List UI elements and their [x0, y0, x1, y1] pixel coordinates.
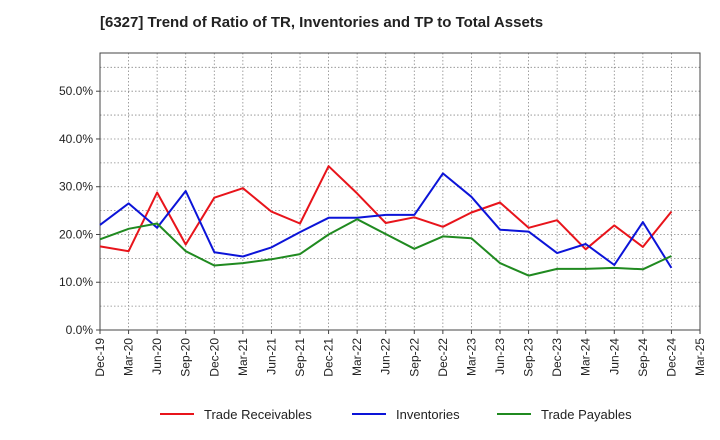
plot-area [99, 52, 701, 331]
x-tick-label: Jun-23 [493, 338, 507, 375]
x-tick-label: Dec-20 [207, 338, 221, 377]
x-tick-label: Dec-22 [436, 338, 450, 377]
series-line-inventories [99, 172, 673, 269]
x-tick-label: Jun-24 [607, 338, 621, 375]
x-tick-label: Jun-22 [379, 338, 393, 375]
x-tick-label: Jun-20 [150, 338, 164, 375]
x-tick-label: Sep-23 [522, 338, 536, 377]
x-tick-label: Sep-24 [636, 338, 650, 377]
y-tick-label: 30.0% [59, 180, 93, 194]
x-tick-label: Sep-22 [407, 338, 421, 377]
legend-label-inventories: Inventories [396, 407, 460, 422]
series-lines [99, 165, 673, 277]
y-axis: 0.0% 10.0% 20.0% 30.0% 40.0% 50.0% [59, 84, 100, 337]
series-line-trade-receivables [99, 165, 673, 253]
y-tick-label: 40.0% [59, 132, 93, 146]
series-line-trade-payables [99, 218, 672, 277]
x-tick-label: Mar-25 [693, 338, 707, 376]
x-tick-label: Dec-23 [550, 338, 564, 377]
grid [100, 53, 700, 330]
x-tick-label: Dec-19 [93, 338, 107, 377]
y-tick-label: 10.0% [59, 275, 93, 289]
x-tick-label: Mar-21 [236, 338, 250, 376]
x-tick-label: Mar-24 [579, 338, 593, 376]
chart-title: [6327] Trend of Ratio of TR, Inventories… [100, 14, 544, 31]
x-axis: Dec-19 Mar-20 Jun-20 Sep-20 Dec-20 Mar-21 Jun-… [93, 330, 707, 377]
legend-label-trade-payables: Trade Payables [541, 407, 632, 422]
x-tick-label: Mar-22 [350, 338, 364, 376]
x-tick-label: Dec-24 [664, 338, 678, 377]
x-tick-label: Jun-21 [264, 338, 278, 375]
y-tick-label: 20.0% [59, 227, 93, 241]
x-tick-label: Dec-21 [322, 338, 336, 377]
legend-label-trade-receivables: Trade Receivables [204, 407, 312, 422]
legend: Trade Receivables Inventories Trade Payabl… [160, 407, 632, 422]
y-tick-label: 0.0% [66, 323, 94, 337]
x-tick-label: Sep-21 [293, 338, 307, 377]
y-tick-label: 50.0% [59, 84, 93, 98]
x-tick-label: Mar-23 [464, 338, 478, 376]
x-tick-label: Sep-20 [179, 338, 193, 377]
x-tick-label: Mar-20 [122, 338, 136, 376]
